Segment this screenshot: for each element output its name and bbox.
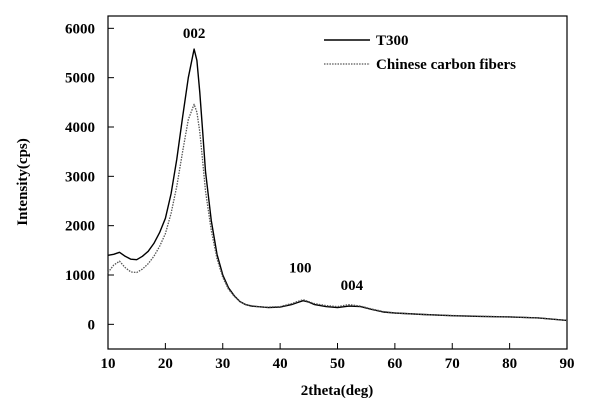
peak-label: 004 bbox=[341, 278, 364, 294]
ticks-layer: 10 20 30 40 50 60 70 80 90 0 1000 2000 3000 4000 5000 6… bbox=[65, 21, 575, 372]
series-line-chinese-carbon-fibers bbox=[107, 103, 568, 322]
peak-label: 002 bbox=[183, 26, 206, 42]
y-axis-title: Intensity(cps) bbox=[15, 138, 31, 226]
y-tick-label: 6000 bbox=[65, 21, 95, 37]
y-tick-label: 2000 bbox=[65, 219, 95, 235]
annotation-layer: 002 100 004 bbox=[183, 26, 364, 294]
peak-label: 100 bbox=[289, 261, 312, 277]
x-tick-label: 80 bbox=[502, 356, 517, 372]
series-layer bbox=[107, 48, 568, 322]
x-tick-label: 70 bbox=[445, 356, 460, 372]
y-tick-label: 4000 bbox=[65, 120, 95, 136]
x-tick-label: 10 bbox=[101, 356, 116, 372]
series-line-t300 bbox=[107, 48, 568, 322]
x-axis-title: 2theta(deg) bbox=[301, 383, 373, 399]
x-tick-label: 60 bbox=[387, 356, 402, 372]
legend-label: Chinese carbon fibers bbox=[376, 57, 516, 73]
x-tick-label: 90 bbox=[560, 356, 575, 372]
legend-label: T300 bbox=[376, 33, 409, 49]
x-tick-label: 50 bbox=[330, 356, 345, 372]
legend: T300 Chinese carbon fibers bbox=[324, 33, 516, 73]
y-tick-label: 3000 bbox=[65, 169, 95, 185]
x-tick-label: 30 bbox=[215, 356, 230, 372]
x-tick-label: 40 bbox=[273, 356, 288, 372]
x-tick-label: 20 bbox=[158, 356, 173, 372]
y-tick-label: 1000 bbox=[65, 268, 95, 284]
y-tick-label: 0 bbox=[88, 317, 96, 333]
y-tick-label: 5000 bbox=[65, 71, 95, 87]
